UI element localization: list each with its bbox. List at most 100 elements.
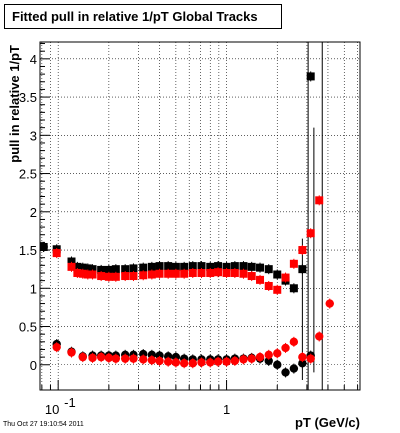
black-square-point xyxy=(247,262,256,271)
chart-title-text: Fitted pull in relative 1/pT Global Trac… xyxy=(12,9,258,24)
red-square-point xyxy=(315,196,324,205)
red-circle-point xyxy=(88,353,97,363)
red-square-point xyxy=(78,269,87,278)
red-circle-point xyxy=(264,350,273,360)
black-square-point xyxy=(188,262,197,271)
red-square-point xyxy=(273,285,282,294)
red-circle-point xyxy=(163,357,173,366)
red-square-point xyxy=(52,249,61,258)
black-square-point xyxy=(273,270,282,279)
black-square-point xyxy=(67,257,76,266)
x-tick-label: 10 xyxy=(45,402,59,417)
red-square-point xyxy=(239,269,248,278)
red-circle-point xyxy=(52,342,61,352)
red-square-point xyxy=(171,269,180,278)
red-circle-point xyxy=(111,354,121,363)
black-square-point xyxy=(147,262,156,271)
red-square-point xyxy=(306,229,315,238)
black-circle-point xyxy=(264,356,273,366)
y-tick-label: 1.5 xyxy=(19,243,37,258)
black-square-point xyxy=(197,262,206,271)
red-square-point xyxy=(230,268,239,277)
red-circle-point xyxy=(67,348,76,357)
red-circle-point xyxy=(298,352,307,362)
black-square-point xyxy=(264,265,273,274)
y-tick-label: 2.5 xyxy=(19,167,37,182)
black-square-point xyxy=(121,265,130,274)
chart-title: Fitted pull in relative 1/pT Global Trac… xyxy=(4,4,282,29)
red-square-point xyxy=(214,268,223,277)
red-square-point xyxy=(147,270,156,279)
y-axis-label: pull in relative 1/pT xyxy=(7,45,22,163)
black-square-point xyxy=(83,264,92,273)
red-square-point xyxy=(247,272,256,281)
red-circle-point xyxy=(120,354,130,363)
black-square-point xyxy=(171,262,180,271)
black-square-point xyxy=(111,265,120,274)
red-circle-point xyxy=(222,357,231,366)
black-square-point xyxy=(155,262,164,271)
red-square-point xyxy=(155,269,164,278)
y-tick-label: 0 xyxy=(30,358,37,373)
red-square-point xyxy=(188,268,197,277)
red-circle-point xyxy=(273,349,282,358)
black-square-point xyxy=(256,263,265,272)
y-tick-label: 2 xyxy=(30,205,37,220)
red-square-point xyxy=(129,272,138,281)
red-square-point xyxy=(121,272,130,281)
red-circle-point xyxy=(206,358,215,367)
black-square-point xyxy=(306,72,315,81)
black-circle-point xyxy=(298,359,307,368)
red-square-point xyxy=(256,275,265,284)
red-circle-point xyxy=(104,353,114,363)
y-tick-label: 3 xyxy=(30,128,37,143)
red-square-point xyxy=(88,270,97,279)
red-circle-point xyxy=(239,355,248,364)
black-square-point xyxy=(139,263,148,272)
axis-ticks xyxy=(40,43,359,390)
red-circle-point xyxy=(315,332,324,341)
red-circle-point xyxy=(197,358,206,367)
black-circle-point xyxy=(289,364,299,373)
data-points xyxy=(39,71,334,378)
red-circle-point xyxy=(289,337,299,347)
black-square-point xyxy=(73,262,82,271)
grid-lines xyxy=(40,42,360,390)
red-square-point xyxy=(180,269,189,278)
red-circle-point xyxy=(188,359,197,368)
red-circle-point xyxy=(281,343,290,353)
red-circle-point xyxy=(213,357,223,366)
red-circle-point xyxy=(155,356,164,366)
red-square-point xyxy=(222,268,231,277)
red-square-point xyxy=(289,259,298,268)
red-circle-point xyxy=(96,352,106,362)
black-square-point xyxy=(88,265,97,274)
red-square-point xyxy=(164,269,173,278)
red-square-point xyxy=(206,268,215,277)
tick-labels: 0 0.5 1 1.5 2 2.5 3 3.5 4 10 -1 1 xyxy=(19,52,230,417)
red-circle-point xyxy=(171,358,181,367)
x-tick-label: 1 xyxy=(223,402,230,417)
red-square-point xyxy=(83,270,92,279)
red-circle-point xyxy=(230,356,240,366)
red-square-point xyxy=(97,272,106,281)
timestamp: Thu Oct 27 19:10:54 2011 xyxy=(3,421,84,428)
red-circle-point xyxy=(147,355,157,365)
black-square-point xyxy=(298,265,307,274)
y-tick-label: 3.5 xyxy=(19,90,37,105)
y-tick-label: 0.5 xyxy=(19,320,37,335)
y-tick-label: 1 xyxy=(30,281,37,296)
red-circle-point xyxy=(325,299,334,308)
black-square-point xyxy=(129,264,138,273)
black-circle-point xyxy=(273,360,282,369)
red-circle-point xyxy=(247,354,256,363)
red-circle-point xyxy=(179,359,189,368)
red-square-point xyxy=(298,246,307,255)
red-square-point xyxy=(264,281,273,290)
black-square-point xyxy=(97,265,106,274)
black-circle-point xyxy=(281,368,290,377)
black-square-point xyxy=(164,262,173,271)
x-tick-label-exponent: -1 xyxy=(64,395,76,410)
red-square-point xyxy=(111,272,120,281)
